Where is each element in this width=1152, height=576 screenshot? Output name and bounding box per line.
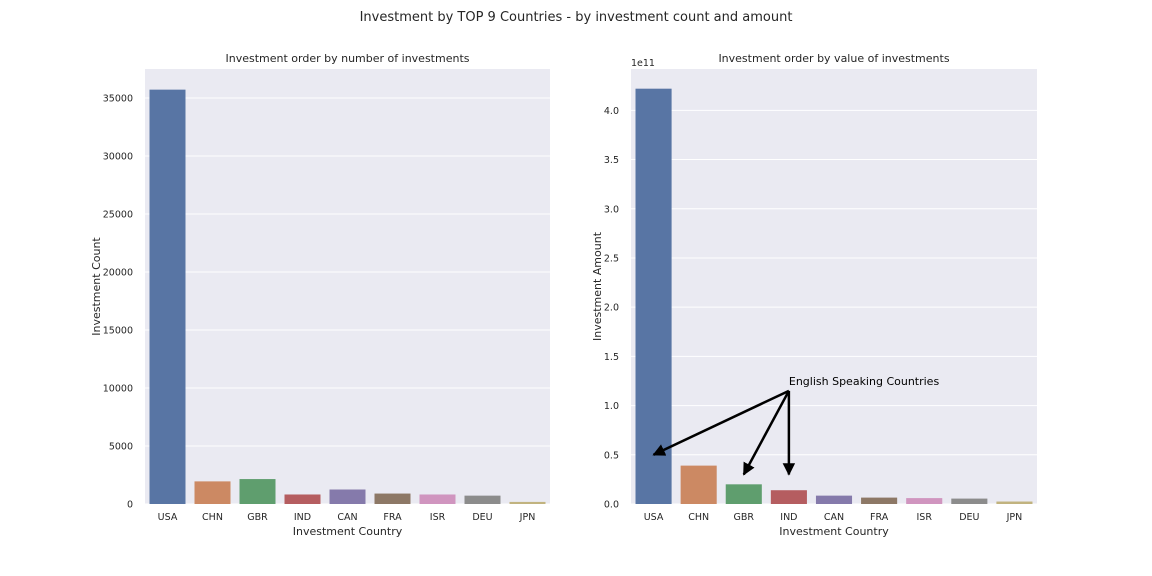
x-tick-label: GBR <box>247 512 268 523</box>
x-tick-label: USA <box>158 512 178 523</box>
y-tick-label: 20000 <box>103 268 133 279</box>
x-tick-label: IND <box>780 512 797 523</box>
x-tick-label: DEU <box>472 512 492 523</box>
y-axis-label: Investment Count <box>90 237 103 336</box>
bar-can <box>815 495 853 504</box>
y-tick-label: 4.0 <box>604 106 619 117</box>
bar-deu <box>464 495 501 504</box>
bar-chn <box>680 465 717 504</box>
y-tick-label: 3.5 <box>604 155 619 166</box>
x-tick-label: JPN <box>519 512 536 523</box>
bar-usa <box>149 89 186 504</box>
x-tick-label: JPN <box>1006 512 1023 523</box>
x-tick-label: USA <box>644 512 664 523</box>
x-tick-label: CHN <box>688 512 709 523</box>
y-tick-label: 15000 <box>103 326 133 337</box>
x-tick-label: ISR <box>430 512 446 523</box>
x-axis-label: Investment Country <box>779 525 889 538</box>
bar-fra <box>861 497 898 504</box>
annotation-arrow <box>742 390 790 476</box>
bar-ind <box>770 490 807 504</box>
x-tick-label: CHN <box>202 512 223 523</box>
y-offset-label: 1e11 <box>631 58 655 69</box>
y-tick-label: 0.0 <box>604 500 619 511</box>
y-tick-label: 0 <box>127 500 133 511</box>
count-chart-panel: 0 5000 10000 15000 20000 25000 30000 35000 USA CH… <box>90 52 550 538</box>
y-axis-label: Investment Amount <box>591 231 604 341</box>
bar-usa <box>635 88 672 504</box>
figure-suptitle: Investment by TOP 9 Countries - by inves… <box>360 10 793 25</box>
bar-can <box>329 489 366 504</box>
x-tick-label: FRA <box>383 512 402 523</box>
x-tick-label: ISR <box>917 512 933 523</box>
y-tick-label: 0.5 <box>604 450 619 461</box>
annotation-text: English Speaking Countries <box>789 375 940 388</box>
x-axis-label: Investment Country <box>293 525 403 538</box>
bar-deu <box>951 498 988 504</box>
bar-isr <box>906 498 943 504</box>
x-tick-label: FRA <box>870 512 889 523</box>
y-tick-label: 1.0 <box>604 401 619 412</box>
chart-title: Investment order by value of investments <box>718 52 949 65</box>
bar-gbr <box>725 484 762 504</box>
chart-title: Investment order by number of investment… <box>226 52 470 65</box>
y-tick-label: 10000 <box>103 384 133 395</box>
y-tick-label: 25000 <box>103 210 133 221</box>
bar-jpn <box>509 501 546 504</box>
plot-area <box>631 69 1037 504</box>
amount-chart-panel: 0.0 0.5 1.0 1.5 2.0 2.5 3.0 3.5 4.0 USA CHN GBR IND C… <box>591 52 1037 538</box>
y-tick-label: 2.5 <box>604 253 619 264</box>
y-tick-label: 5000 <box>109 442 133 453</box>
bar-chn <box>194 481 231 504</box>
x-tick-label: IND <box>294 512 311 523</box>
x-tick-label: CAN <box>824 512 844 523</box>
x-tick-label: GBR <box>734 512 755 523</box>
plot-area <box>145 69 550 504</box>
y-tick-label: 1.5 <box>604 352 619 363</box>
annotation-arrow <box>652 389 790 456</box>
y-tick-label: 3.0 <box>604 204 619 215</box>
x-tick-label: CAN <box>337 512 357 523</box>
bar-isr <box>419 494 456 504</box>
y-tick-label: 30000 <box>103 152 133 163</box>
bar-ind <box>284 494 321 504</box>
bar-fra <box>374 493 411 504</box>
bar-jpn <box>996 501 1033 504</box>
y-tick-label: 2.0 <box>604 303 619 314</box>
y-tick-label: 35000 <box>103 94 133 105</box>
x-tick-label: DEU <box>959 512 979 523</box>
bar-gbr <box>239 479 276 504</box>
